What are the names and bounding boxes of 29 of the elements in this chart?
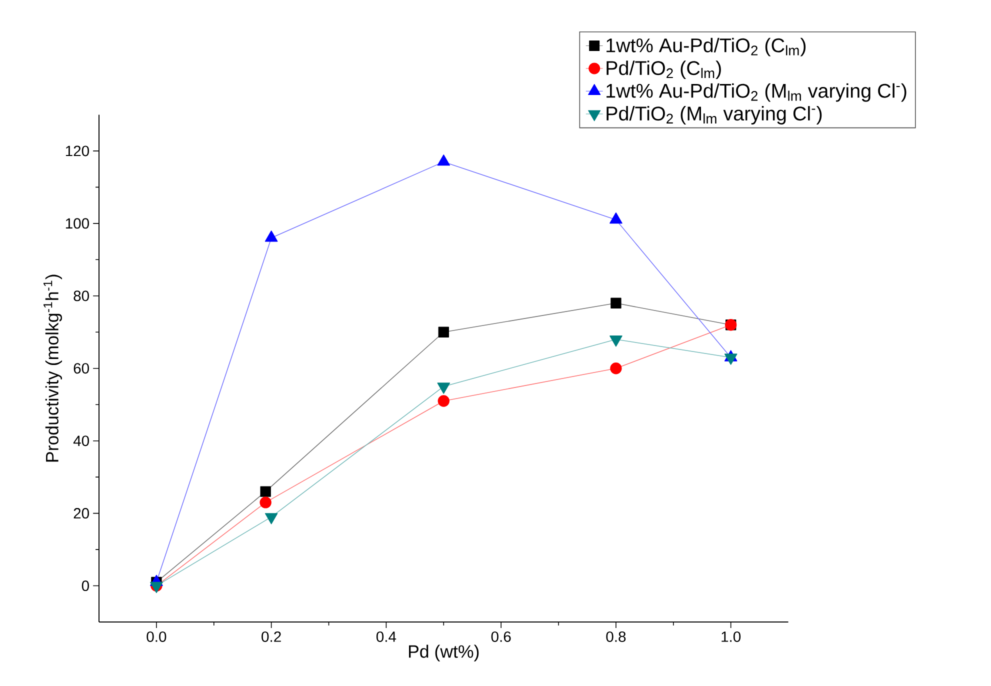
legend-label: 1wt% Au-Pd/TiO$_{2}$ (C$_{lm}$)	[606, 38, 806, 56]
y-tick-label: 60	[74, 362, 89, 374]
x-tick-label: 0.6	[491, 631, 511, 642]
point	[438, 395, 450, 407]
y-tick-label: 40	[73, 435, 89, 446]
x-tick-label: 1.0	[722, 631, 741, 642]
point	[610, 298, 622, 308]
y-tick-label: 80	[74, 290, 89, 301]
legend-label: Pd/TiO$_{2}$ (M$_{lm}$ varying Cl$^{-}$)	[606, 106, 822, 124]
point	[260, 496, 272, 508]
legend-label: 1wt% Au-Pd/TiO$_{2}$ (M$_{lm}$ varying Cl$^{-}$)	[606, 83, 906, 102]
y-tick-label: 0	[82, 580, 89, 591]
x-tick-label: 0.4	[376, 631, 396, 642]
point	[264, 230, 278, 242]
legend-label: Pd/TiO$_{2}$ (C$_{lm}$)	[606, 60, 721, 79]
x-axis-title: Pd (wt%)	[409, 644, 479, 662]
point	[438, 326, 449, 338]
y-tick-label: 120	[66, 146, 89, 156]
y-tick-label: 20	[74, 508, 89, 518]
y-tick-label: 100	[66, 218, 89, 229]
point	[610, 362, 622, 374]
point	[260, 486, 271, 497]
point	[437, 154, 450, 166]
x-tick-label: 0.0	[146, 631, 166, 642]
point	[610, 212, 622, 224]
x-tick-label: 0.8	[606, 631, 626, 642]
x-tick-label: 0.2	[262, 631, 281, 642]
y-axis-title: Productivity (molkg$^{-1}$h$^{-1}$)	[44, 274, 62, 462]
point	[264, 512, 278, 524]
